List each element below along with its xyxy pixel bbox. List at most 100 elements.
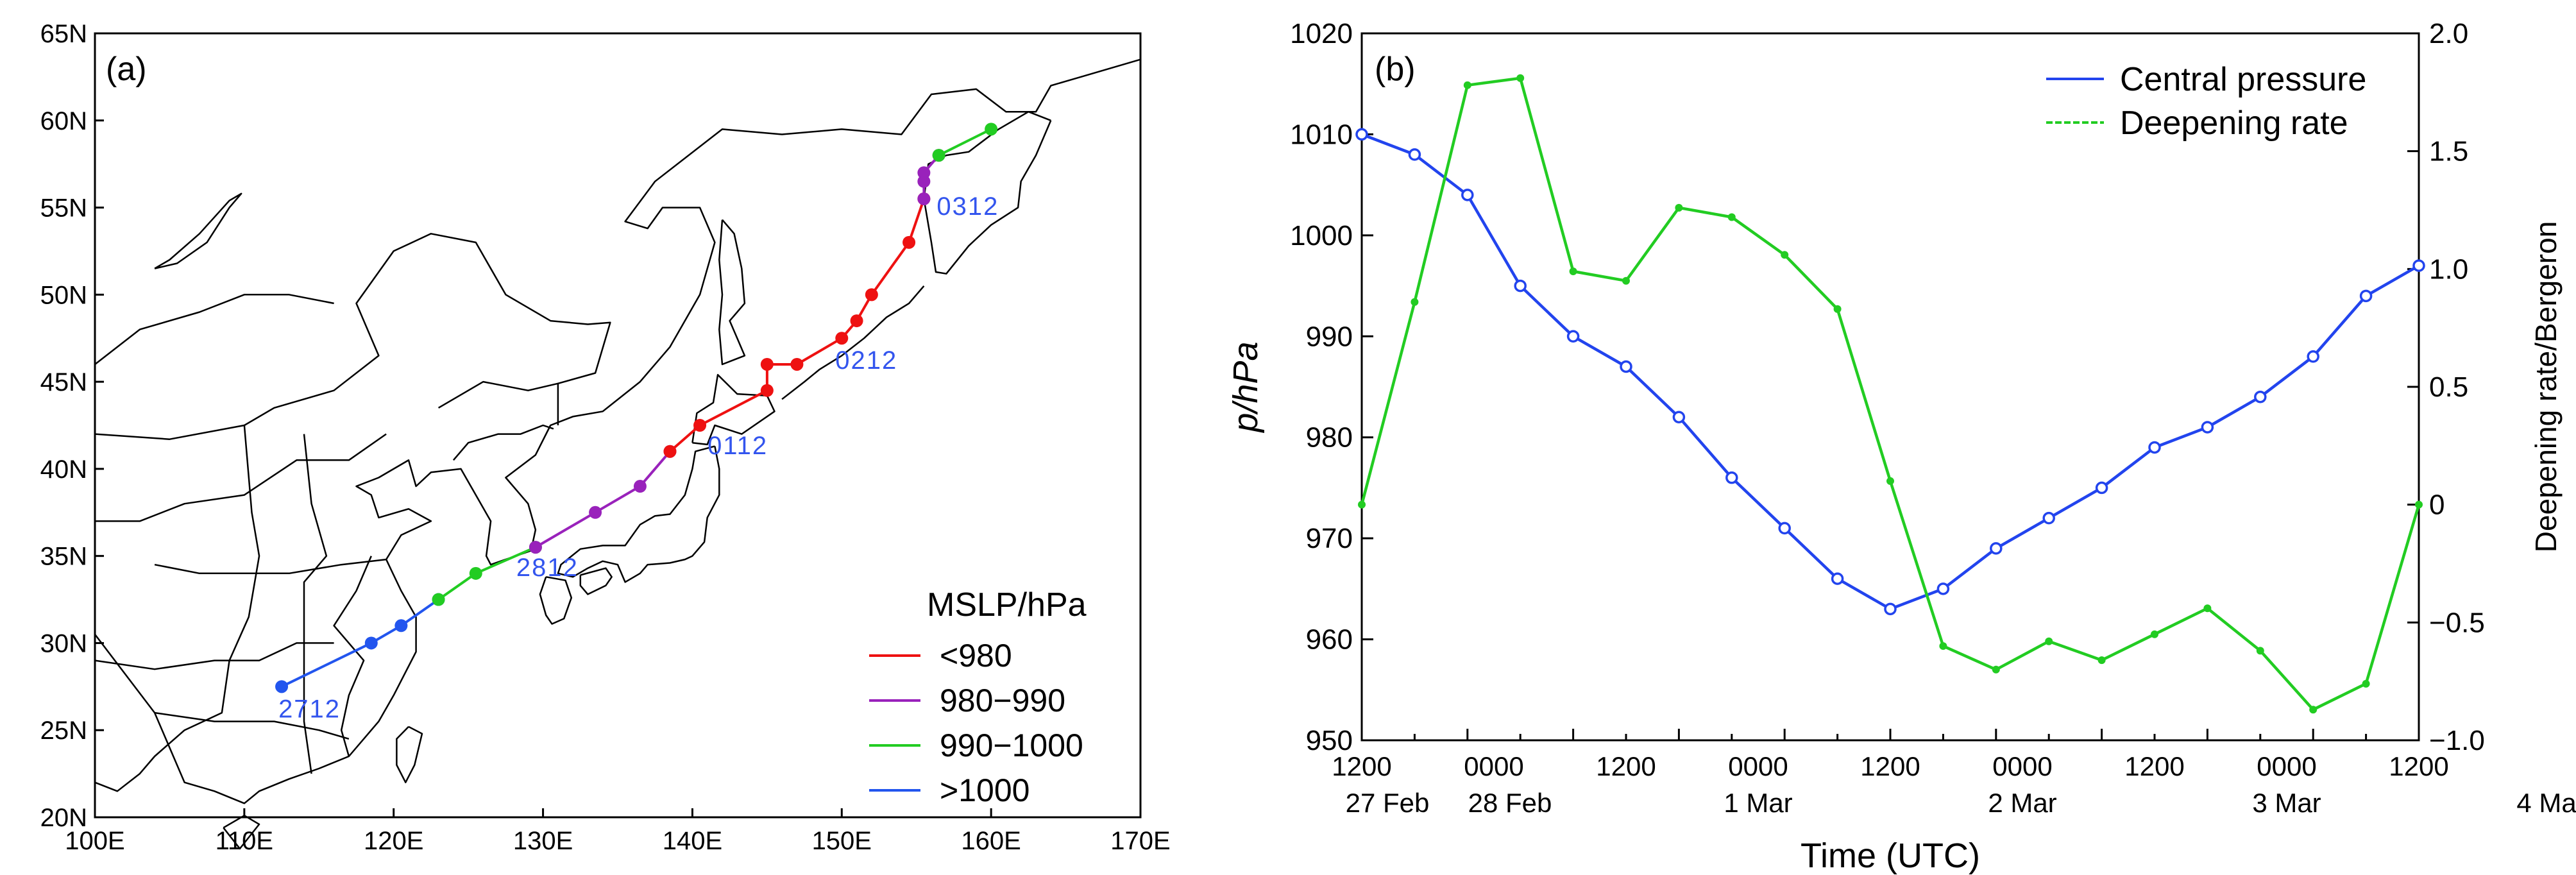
rate-tick-label: 1.0: [2429, 253, 2468, 285]
rate-tick-label: 0.5: [2429, 371, 2468, 403]
time-series-panel: 1200 0000 1200 0000 1200 0000 1200 0000 1200 27 F…: [1226, 18, 2576, 875]
map-y-tick-label: 55N: [40, 194, 87, 223]
date-tick-label: 28 Feb: [1468, 788, 1552, 818]
coastline-path-18: [95, 433, 387, 522]
rate-point: [1727, 213, 1736, 221]
x-axis-title: Time (UTC): [1801, 837, 1980, 875]
rate-tick-label: 0: [2429, 489, 2445, 521]
map-frame: [94, 32, 1142, 819]
map-legend-label: 980−990: [940, 683, 1065, 718]
map-legend-title: MSLP/hPa: [927, 586, 1087, 624]
time-tick-label: 1200: [1860, 751, 1920, 781]
pressure-tick-label: 990: [1306, 321, 1353, 352]
map-legend-label: 990−1000: [940, 727, 1083, 763]
coastline-path-4: [557, 445, 720, 583]
map-y-tick-label: 20N: [40, 804, 87, 832]
track-point: [760, 384, 774, 397]
rate-point: [1781, 251, 1789, 259]
rate-tick-label: −0.5: [2429, 607, 2485, 638]
track-date-label: 2812: [516, 554, 579, 582]
pressure-point: [2412, 259, 2425, 272]
rate-tick-label: 2.0: [2429, 18, 2468, 49]
track-point: [663, 445, 677, 458]
y2-axis-title: Deepening rate/Bergeron: [2529, 221, 2563, 553]
map-legend-label: <980: [940, 638, 1012, 674]
track-point: [917, 166, 931, 180]
track-point: [835, 332, 849, 345]
coastline-path-9: [154, 192, 242, 269]
coastline-path-12: [94, 425, 260, 792]
track-point: [529, 541, 542, 554]
rate-tick-label: −1.0: [2429, 725, 2485, 756]
track-point: [469, 566, 482, 580]
pressure-point: [1355, 128, 1368, 141]
pressure-tick-label: 1010: [1290, 119, 1353, 150]
track-point: [932, 149, 945, 162]
pressure-point: [2042, 511, 2055, 525]
rate-point: [2151, 630, 2158, 638]
map-x-tick-label: 170E: [1110, 827, 1170, 855]
coastline-path-1: [923, 110, 1052, 275]
track-point: [633, 480, 647, 493]
date-tick-label: 1 Mar: [1724, 788, 1792, 818]
map-x-tick-label: 140E: [663, 827, 722, 855]
map-y-tick-label: 65N: [40, 20, 87, 48]
coastline-path-13: [303, 434, 328, 774]
rate-point: [2097, 656, 2106, 665]
track-point: [364, 636, 378, 650]
rate-point: [1992, 665, 2000, 674]
pressure-point: [2359, 289, 2373, 303]
coastline-path-21: [94, 294, 334, 365]
pressure-tick-label: 970: [1306, 523, 1353, 554]
deepening-rate-axis: −1.0 −0.5 0 0.5 1.0 1.5 2.0: [2407, 18, 2485, 756]
time-tick-label: 1200: [2389, 751, 2448, 781]
map-x-tick-label: 130E: [513, 827, 573, 855]
y-axis-title: p/hPa: [1226, 341, 1265, 433]
track-segment: [281, 598, 439, 688]
coastline-path-14: [333, 556, 372, 757]
cyclone-track: [275, 123, 998, 693]
rate-tick-label: 1.5: [2429, 136, 2468, 167]
panel-a-label: (a): [106, 51, 147, 88]
pressure-point: [1831, 572, 1844, 585]
track-point: [275, 680, 289, 693]
map-y-tick-label: 50N: [40, 281, 87, 309]
plot-frame: [1360, 32, 2420, 742]
track-date-label: 2712: [278, 695, 341, 723]
coastline-path-8: [223, 815, 260, 850]
rate-point: [1939, 642, 1947, 650]
date-tick-label: 3 Mar: [2252, 788, 2321, 818]
pressure-tick-label: 960: [1306, 624, 1353, 656]
pressure-tick-label: 1000: [1290, 220, 1353, 251]
coastline-map: [94, 58, 1141, 850]
map-y-tick-label: 35N: [40, 543, 87, 571]
panel-b-label: (b): [1375, 51, 1416, 88]
pressure-point: [1408, 148, 1421, 161]
time-tick-label: 0000: [1728, 751, 1788, 781]
pressure-point: [1620, 360, 1632, 373]
rate-point: [2045, 637, 2053, 645]
date-tick-label: 27 Feb: [1346, 788, 1430, 818]
map-y-tick-label: 45N: [40, 368, 87, 396]
coastline-path-11: [94, 233, 611, 440]
pressure-point: [1778, 522, 1791, 535]
rate-point: [1463, 81, 1471, 89]
map-legend: MSLP/hPa <980 980−990 990−1000 >1000: [869, 586, 1087, 808]
rate-point: [2415, 500, 2423, 509]
coastline-path-10: [781, 285, 925, 400]
pressure-point: [1990, 542, 2003, 555]
coastline-path-19: [437, 380, 559, 409]
track-segment: [534, 450, 672, 548]
coastline-path-17: [154, 711, 350, 740]
time-tick-label: 0000: [2257, 751, 2316, 781]
track-point: [917, 192, 931, 205]
rate-point: [1833, 305, 1842, 313]
date-tick-label: 2 Mar: [1988, 788, 2056, 818]
track-labels: 2712 2812 0112 0212 0312: [278, 192, 997, 723]
pressure-axis: 950 960 970 980 990 1000 1010 1020: [1290, 18, 1373, 756]
map-x-axis: 100E 110E 120E 130E 140E 150E 160E 170E: [65, 808, 1171, 855]
time-tick-label: 1200: [1332, 751, 1391, 781]
series-lines: [1355, 74, 2425, 714]
map-x-tick-label: 120E: [364, 827, 423, 855]
rate-point: [1675, 203, 1683, 212]
